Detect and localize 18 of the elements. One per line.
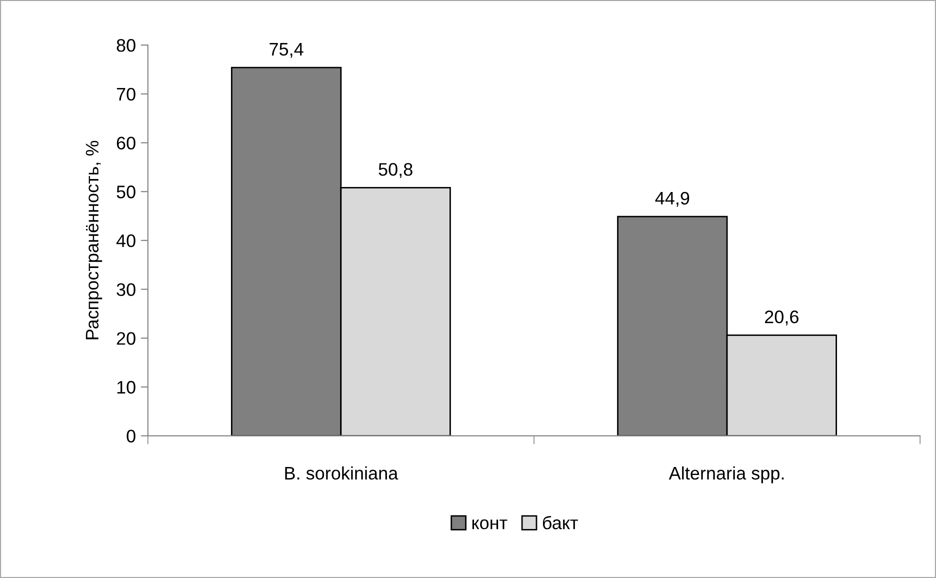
legend-label: конт [472, 519, 508, 530]
x-tick-label: B. sorokiniana [285, 466, 398, 480]
y-tick-label: 30 [116, 283, 136, 296]
y-tick-label: 80 [116, 39, 136, 52]
y-tick-label: 40 [116, 234, 136, 248]
legend-label: бакт [542, 516, 578, 530]
data-label: 75,4 [270, 43, 304, 58]
y-tick-label: 0 [126, 430, 136, 443]
y-tick-label: 10 [117, 380, 136, 394]
data-label: 50,8 [378, 163, 412, 178]
y-tick-label: 50 [116, 186, 136, 198]
data-label: 44,9 [655, 192, 690, 207]
x-tick-label: Alternaria spp. [668, 466, 784, 484]
y-tick-label: 20 [116, 332, 136, 345]
y-tick-label: 60 [116, 136, 136, 150]
y-tick-label: 70 [116, 88, 136, 101]
data-label: 20,6 [765, 310, 798, 326]
y-axis-title: Распространённость, % [86, 140, 102, 340]
